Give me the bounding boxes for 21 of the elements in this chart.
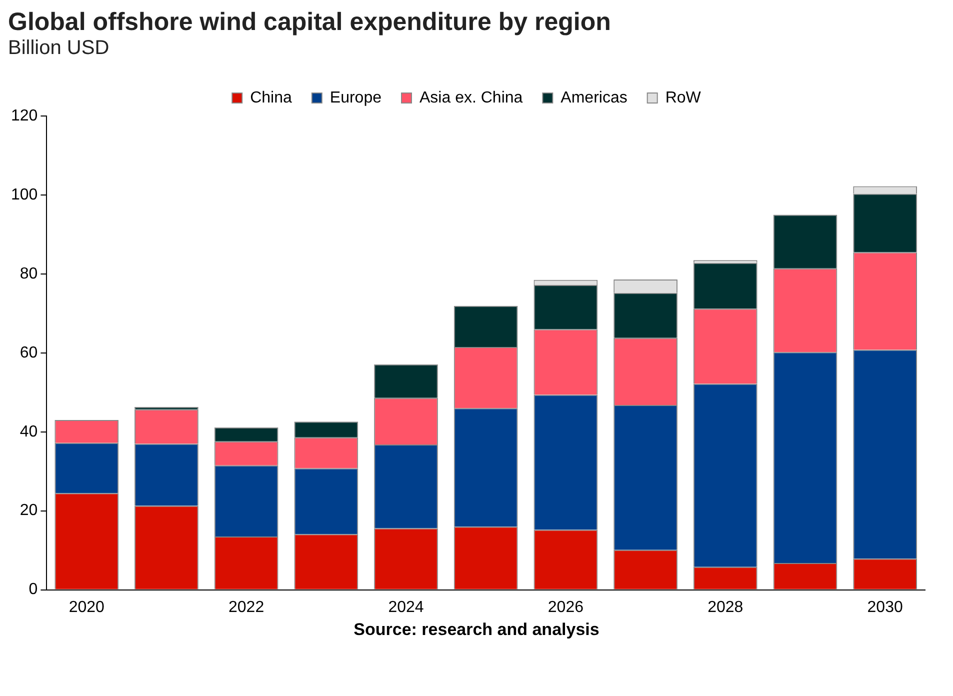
- legend-label: China: [250, 89, 292, 106]
- legend-label: Americas: [560, 89, 628, 106]
- y-tick-label: 20: [20, 502, 38, 520]
- source-note: Source: research and analysis: [352, 620, 600, 640]
- y-tick-label: 120: [10, 107, 38, 124]
- x-tick-label: 2020: [68, 598, 105, 616]
- y-tick-label: 40: [20, 423, 38, 440]
- x-tick-label: 2026: [548, 598, 584, 616]
- y-tick-label: 60: [20, 344, 38, 362]
- y-tick-label: 100: [10, 186, 38, 204]
- y-tick-label: 80: [20, 265, 38, 282]
- x-tick-label: 2022: [228, 598, 264, 616]
- legend-label: Asia ex. China: [420, 89, 523, 106]
- legend-label: RoW: [665, 89, 702, 106]
- y-tick-label: 0: [28, 581, 38, 598]
- chart-subtitle: Billion USD: [8, 37, 110, 60]
- x-tick-label: 2024: [388, 598, 424, 616]
- x-tick-label: 2030: [867, 598, 903, 616]
- x-tick-label: 2028: [708, 598, 744, 616]
- chart-title: Global offshore wind capital expenditure by region: [8, 8, 612, 37]
- legend-label: Europe: [330, 89, 382, 106]
